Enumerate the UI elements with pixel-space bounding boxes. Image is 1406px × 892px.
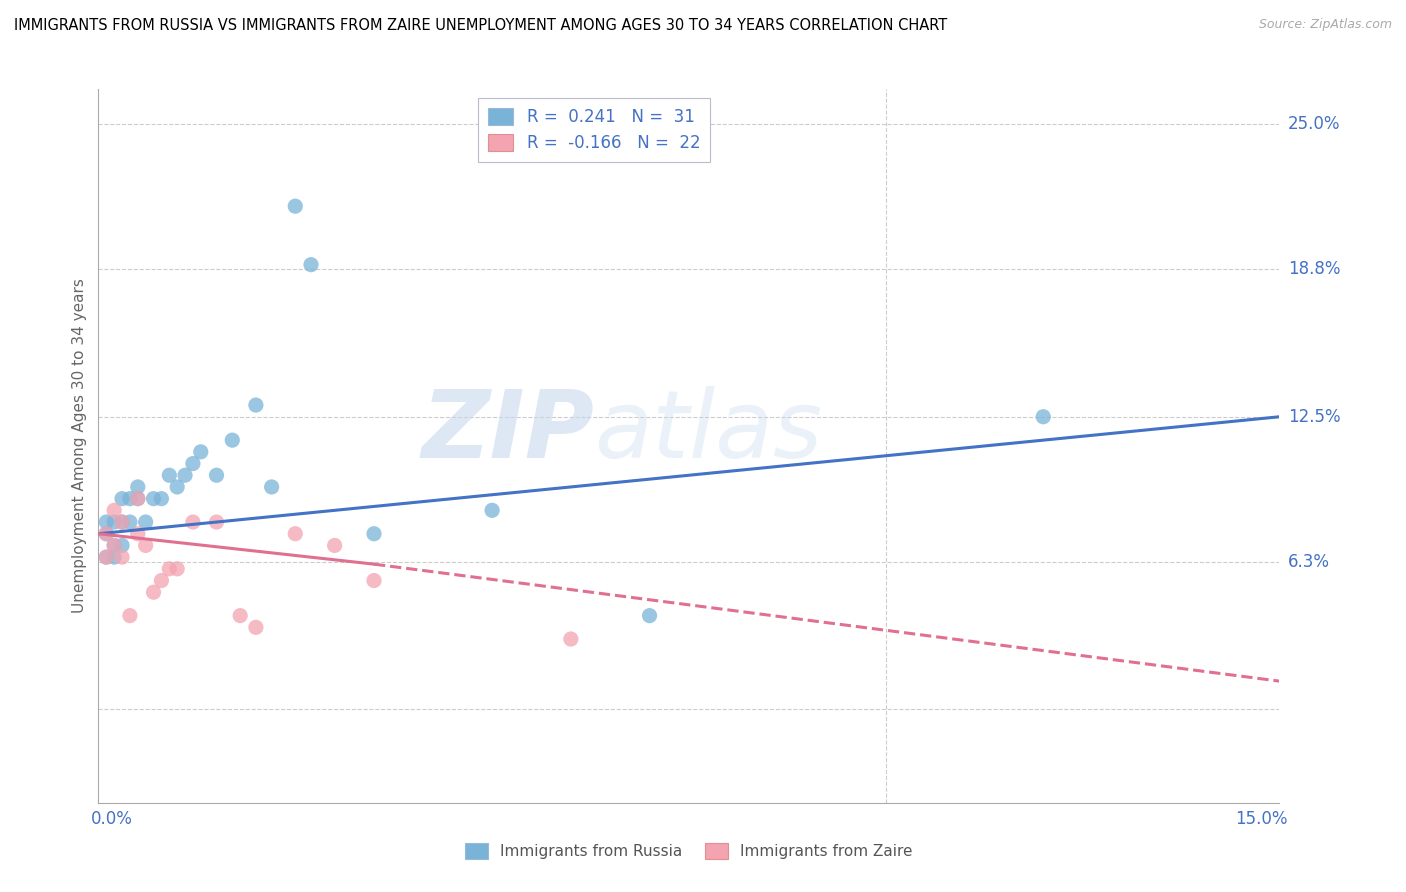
Point: [111, 538, 134, 552]
Legend: Immigrants from Russia, Immigrants from Zaire: Immigrants from Russia, Immigrants from …: [457, 835, 921, 866]
Point: [205, 468, 228, 483]
Point: [118, 608, 141, 623]
Point: [221, 433, 243, 447]
Point: [157, 468, 180, 483]
Text: 25.0%: 25.0%: [1288, 115, 1340, 133]
Y-axis label: Unemployment Among Ages 30 to 34 years: Unemployment Among Ages 30 to 34 years: [72, 278, 87, 614]
Point: [299, 258, 322, 272]
Point: [111, 515, 134, 529]
Point: [127, 491, 149, 506]
Point: [96, 550, 118, 565]
Point: [481, 503, 503, 517]
Point: [181, 457, 204, 471]
Point: [363, 526, 385, 541]
Point: [150, 491, 173, 506]
Point: [284, 526, 307, 541]
Point: [127, 491, 149, 506]
Point: [166, 480, 188, 494]
Point: [118, 515, 141, 529]
Point: [157, 562, 180, 576]
Point: [127, 480, 149, 494]
Text: Source: ZipAtlas.com: Source: ZipAtlas.com: [1258, 18, 1392, 31]
Point: [323, 538, 346, 552]
Point: [96, 526, 118, 541]
Point: [103, 503, 125, 517]
Point: [103, 538, 125, 552]
Point: [142, 585, 165, 599]
Point: [111, 515, 134, 529]
Point: [174, 468, 197, 483]
Point: [638, 608, 661, 623]
Point: [111, 491, 134, 506]
Point: [135, 538, 157, 552]
Point: [284, 199, 307, 213]
Text: 12.5%: 12.5%: [1288, 408, 1340, 425]
Point: [96, 526, 118, 541]
Point: [142, 491, 165, 506]
Text: ZIP: ZIP: [422, 385, 595, 478]
Point: [118, 491, 141, 506]
Point: [127, 526, 149, 541]
Point: [103, 538, 125, 552]
Point: [363, 574, 385, 588]
Text: 15.0%: 15.0%: [1234, 810, 1288, 828]
Point: [150, 574, 173, 588]
Text: 18.8%: 18.8%: [1288, 260, 1340, 278]
Point: [96, 515, 118, 529]
Point: [245, 398, 267, 412]
Point: [166, 562, 188, 576]
Text: 6.3%: 6.3%: [1288, 553, 1330, 571]
Point: [111, 550, 134, 565]
Point: [1032, 409, 1054, 424]
Point: [181, 515, 204, 529]
Point: [205, 515, 228, 529]
Point: [103, 550, 125, 565]
Point: [560, 632, 582, 646]
Point: [245, 620, 267, 634]
Point: [135, 515, 157, 529]
Point: [229, 608, 252, 623]
Text: atlas: atlas: [595, 386, 823, 477]
Point: [103, 515, 125, 529]
Text: IMMIGRANTS FROM RUSSIA VS IMMIGRANTS FROM ZAIRE UNEMPLOYMENT AMONG AGES 30 TO 34: IMMIGRANTS FROM RUSSIA VS IMMIGRANTS FRO…: [14, 18, 948, 33]
Point: [260, 480, 283, 494]
Text: 0.0%: 0.0%: [90, 810, 132, 828]
Point: [96, 550, 118, 565]
Point: [190, 445, 212, 459]
